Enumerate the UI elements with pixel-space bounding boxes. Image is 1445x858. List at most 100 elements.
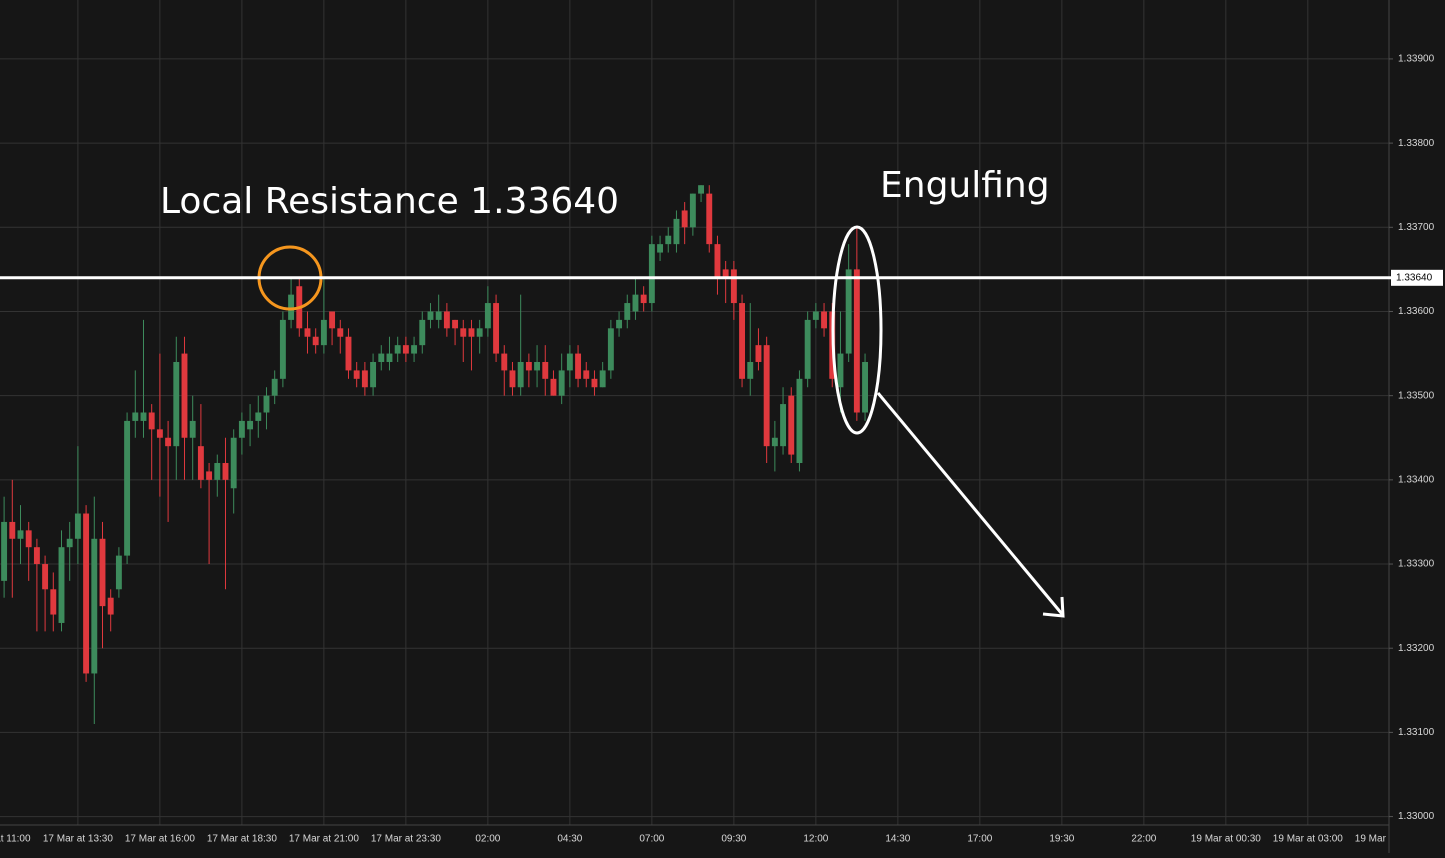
- candle-body: [124, 420, 131, 556]
- x-tick-label: 14:30: [885, 834, 910, 845]
- candle-body: [337, 328, 344, 337]
- candle-body: [312, 336, 319, 346]
- candle-body: [25, 530, 32, 548]
- candle-body: [493, 303, 500, 354]
- candle-body: [780, 404, 787, 447]
- candle-body: [353, 370, 360, 379]
- candle-body: [222, 463, 229, 480]
- candle-body: [665, 235, 672, 245]
- candle-body: [1, 521, 8, 581]
- candle-body: [33, 547, 40, 565]
- candle-body: [640, 294, 647, 304]
- resistance-label-box: [1391, 269, 1443, 286]
- candle-body: [747, 361, 754, 379]
- y-tick-label: 1.33200: [1398, 643, 1435, 654]
- y-tick-label: 1.33700: [1398, 222, 1435, 233]
- candle-body: [107, 597, 114, 615]
- y-axis: 1.33000 1.33100 1.33200 1.33300 1.33400 1.335…: [1389, 54, 1435, 822]
- price-axis-panel: [1389, 0, 1445, 853]
- x-tick-label: 02:00: [475, 834, 500, 845]
- candle-body: [468, 328, 475, 337]
- highlight-ellipse: [831, 225, 883, 435]
- candle-body: [534, 361, 541, 371]
- y-tick-label: 1.33100: [1398, 727, 1435, 738]
- y-tick-label: 1.33600: [1398, 306, 1435, 317]
- candle-body: [288, 294, 295, 320]
- candle-body: [378, 353, 385, 362]
- candle-body: [558, 370, 565, 396]
- candle-body: [42, 564, 49, 590]
- y-tick-label: 1.33500: [1398, 390, 1435, 401]
- x-tick-label: 17 Mar at 16:00: [125, 834, 195, 845]
- candle-body: [657, 244, 664, 253]
- x-tick-label: 17 Mar at 11:00: [0, 834, 31, 845]
- y-tick-label: 1.33800: [1398, 138, 1435, 149]
- candle-body: [230, 437, 237, 489]
- candle-body: [9, 521, 16, 539]
- candle-body: [419, 319, 426, 346]
- candle-body: [206, 471, 213, 480]
- candle-body: [484, 303, 491, 329]
- candle-body: [329, 311, 336, 329]
- candle-body: [83, 513, 90, 674]
- y-tick-label: 1.33900: [1398, 54, 1435, 65]
- candle-body: [714, 244, 721, 278]
- candle-body: [517, 361, 524, 388]
- candle-body: [862, 361, 869, 413]
- candle-body: [361, 370, 368, 388]
- candle-body: [607, 328, 614, 371]
- candle-body: [632, 294, 639, 312]
- candle-body: [394, 345, 401, 354]
- x-tick-label: 19 Mar at 00:30: [1191, 834, 1261, 845]
- x-tick-label: 09:30: [721, 834, 746, 845]
- candles: [1, 185, 869, 724]
- candle-body: [706, 193, 713, 245]
- candle-body: [616, 319, 623, 329]
- candle-body: [197, 446, 204, 480]
- candle-body: [681, 210, 688, 228]
- candle-body: [566, 353, 573, 371]
- candle-body: [804, 319, 811, 379]
- candle-body: [66, 538, 73, 548]
- candle-body: [411, 345, 418, 354]
- y-tick-label: 1.33300: [1398, 559, 1435, 570]
- candle-body: [821, 311, 828, 329]
- candle-body: [140, 412, 147, 421]
- candle-body: [58, 547, 65, 623]
- candle-body: [624, 303, 631, 320]
- candle-body: [443, 311, 450, 329]
- x-tick-label: 22:00: [1131, 834, 1156, 845]
- candle-body: [845, 269, 852, 354]
- y-tick-label: 1.33400: [1398, 474, 1435, 485]
- candle-body: [722, 269, 729, 278]
- candle-body: [435, 311, 442, 320]
- candle-body: [460, 328, 467, 337]
- candle-body: [698, 185, 705, 194]
- candle-body: [238, 420, 245, 438]
- candle-body: [132, 412, 139, 421]
- candle-body: [165, 437, 172, 447]
- candle-body: [599, 370, 606, 388]
- candle-body: [730, 269, 737, 304]
- candle-body: [837, 353, 844, 388]
- x-tick-label: 19 Mar at 03:00: [1273, 834, 1343, 845]
- candle-body: [214, 463, 221, 480]
- candle-body: [673, 218, 680, 245]
- candle-body: [796, 378, 803, 464]
- candle-body: [279, 319, 286, 379]
- x-tick-label: 17:00: [967, 834, 992, 845]
- candle-body: [689, 193, 696, 228]
- candle-body: [525, 361, 532, 371]
- candle-body: [173, 361, 180, 447]
- candle-body: [255, 412, 262, 421]
- candle-body: [583, 370, 590, 379]
- candle-body: [17, 530, 24, 539]
- candle-body: [509, 370, 516, 388]
- candle-body: [402, 345, 409, 354]
- candle-body: [156, 429, 163, 438]
- candle-body: [189, 420, 196, 438]
- arrow: [876, 392, 1064, 615]
- x-tick-label: 17 Mar at 21:00: [289, 834, 359, 845]
- candle-body: [591, 378, 598, 388]
